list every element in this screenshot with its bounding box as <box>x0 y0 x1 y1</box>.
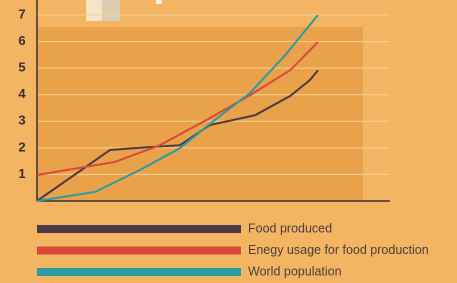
legend-swatch <box>37 268 241 276</box>
chart: 1 2 3 4 5 6 7 Food produced Enegy usage for food… <box>0 0 457 283</box>
y-tick-label: 5 <box>18 60 25 75</box>
legend-swatch <box>37 247 241 255</box>
y-tick-label: 4 <box>18 86 26 101</box>
y-tick-label: 3 <box>18 113 25 128</box>
y-tick-label: 2 <box>18 139 25 154</box>
y-tick-label: 1 <box>18 166 25 181</box>
decoration <box>102 0 120 21</box>
y-tick-label: 6 <box>18 33 25 48</box>
legend-swatch <box>37 225 241 233</box>
decoration <box>156 0 162 4</box>
decoration <box>86 0 102 21</box>
legend-label: Enegy usage for food production <box>248 243 429 257</box>
legend-label: World population <box>248 264 342 278</box>
legend-label: Food produced <box>248 221 332 235</box>
y-tick-label: 7 <box>18 6 25 21</box>
